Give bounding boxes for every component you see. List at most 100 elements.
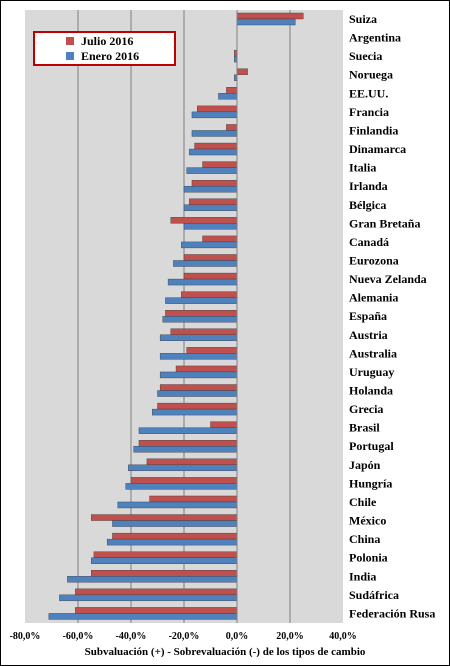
category-label: Chile [349,495,377,509]
category-label: Dinamarca [349,142,406,156]
category-label: EE.UU. [349,86,388,100]
category-label: Grecia [349,402,383,416]
x-tick-label: -60,0% [63,631,94,642]
bar-enero-2016 [167,278,238,286]
bar-enero-2016 [159,334,238,341]
bar-julio-2016 [186,347,238,354]
category-label: Canadá [349,235,389,249]
bar-enero-2016 [157,390,238,397]
bar-enero-2016 [183,185,238,193]
legend-box [33,31,176,66]
bar-julio-2016 [112,532,238,540]
bar-enero-2016 [183,204,238,211]
bar-julio-2016 [159,384,238,391]
bar-enero-2016 [128,464,238,472]
bar-julio-2016 [170,328,238,335]
bar-enero-2016 [186,167,238,174]
bar-julio-2016 [210,421,238,428]
bar-julio-2016 [226,87,238,94]
bar-enero-2016 [189,148,238,156]
x-tick-label: -20,0% [169,631,200,642]
category-label: Italia [349,161,376,175]
x-tick-label: 0,0% [226,631,249,642]
bar-julio-2016 [189,198,238,205]
bar-julio-2016 [91,514,238,521]
bar-enero-2016 [117,501,238,509]
bar-julio-2016 [202,235,238,243]
bar-enero-2016 [181,241,238,249]
category-label: Austria [349,328,388,342]
bar-julio-2016 [175,365,238,373]
x-tick-label: 20,0% [276,631,304,642]
bar-julio-2016 [181,291,238,298]
bar-enero-2016 [67,576,238,583]
x-axis-ticks: -80,0% -60,0% -40,0% -20,0% 0,0% 20,0% 40,0% [10,631,357,642]
bar-julio-2016 [91,570,238,577]
bar-julio-2016 [226,124,238,131]
bar-enero-2016 [191,111,238,119]
bar-julio-2016 [202,161,238,168]
category-label: Sudáfrica [349,588,399,602]
category-label: Brasil [349,421,380,435]
bar-enero-2016 [91,557,238,564]
category-label: España [349,309,387,323]
bar-julio-2016 [146,458,238,466]
bar-julio-2016 [236,12,304,20]
bar-enero-2016 [151,408,238,416]
bar-julio-2016 [130,477,238,484]
bar-julio-2016 [183,254,238,261]
bar-julio-2016 [194,142,238,150]
bar-enero-2016 [48,613,238,620]
legend-label-julio: Julio 2016 [81,34,133,48]
category-label: China [349,532,380,546]
bars [48,10,304,623]
category-label: Noruega [349,68,393,82]
category-label: Gran Bretaña [349,216,420,230]
category-label: Irlanda [349,179,388,193]
bar-enero-2016 [173,260,238,267]
category-label: Polonia [349,551,388,565]
legend: Julio 2016 Enero 2016 [33,31,176,66]
x-tick-label: -80,0% [10,631,41,642]
bar-enero-2016 [159,371,238,379]
x-tick-label: 40,0% [329,631,357,642]
bar-julio-2016 [75,588,238,596]
bar-julio-2016 [191,179,238,187]
bar-julio-2016 [165,310,238,317]
category-label: Australia [349,346,397,360]
bar-julio-2016 [236,68,248,75]
bar-enero-2016 [159,353,238,360]
bar-enero-2016 [125,483,238,490]
category-label: Nueva Zelanda [349,272,427,286]
bar-enero-2016 [162,316,238,323]
bar-enero-2016 [183,223,238,230]
category-label: México [349,514,386,528]
category-label: Suiza [349,12,377,26]
category-label: Uruguay [349,365,394,379]
category-label: Alemania [349,291,398,305]
bar-julio-2016 [157,402,238,410]
category-label: Japón [349,458,381,472]
bar-julio-2016 [138,440,238,447]
bar-enero-2016 [106,538,238,546]
x-tick-label: -40,0% [116,631,147,642]
bar-enero-2016 [218,93,238,100]
category-label: Holanda [349,384,393,398]
category-label: Bélgica [349,198,386,212]
category-label: Suecia [349,49,382,63]
bar-enero-2016 [112,520,238,527]
category-label: India [349,569,376,583]
bar-julio-2016 [75,607,238,614]
category-label: Hungría [349,476,392,490]
category-label: Argentina [349,31,401,45]
category-label: Francia [349,105,389,119]
category-label: Eurozona [349,253,399,267]
bar-julio-2016 [149,495,238,503]
bar-enero-2016 [138,427,238,434]
x-axis-label: Subvaluación (+) - Sobrevaluación (-) de… [85,646,366,658]
bar-enero-2016 [165,297,238,304]
bar-enero-2016 [236,18,296,26]
bar-enero-2016 [59,594,238,602]
